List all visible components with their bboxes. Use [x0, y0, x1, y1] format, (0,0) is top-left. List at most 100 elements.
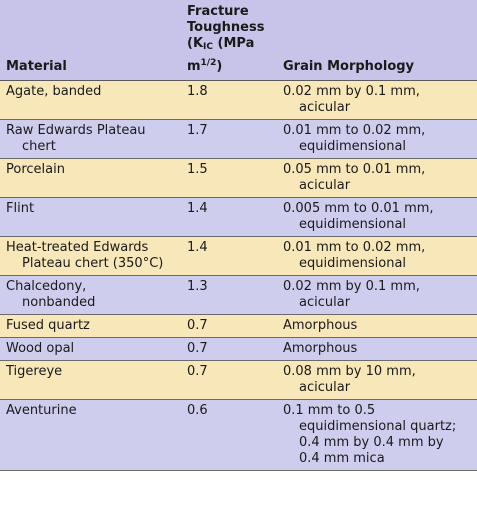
table-row: Heat-treated Edwards Plateau chert (350°C…: [0, 236, 477, 276]
cell-toughness-value: 0.7: [187, 364, 208, 379]
cell-material-line: nonbanded: [22, 295, 96, 310]
table-row: Agate, banded 1.8 0.02 mm by 0.1 mm, acicul…: [0, 80, 477, 120]
cell-morphology-line: 0.4 mm by 0.4 mm by: [299, 435, 444, 450]
cell-material: Chalcedony, nonbanded: [0, 275, 181, 315]
cell-material: Wood opal: [0, 337, 181, 361]
header-material-label: Material: [6, 59, 67, 74]
cell-morphology-line: equidimensional quartz;: [299, 419, 457, 434]
header-toughness-m-superscript: 1/2: [200, 58, 217, 68]
cell-morphology-line: 0.05 mm to 0.01 mm,: [283, 162, 426, 177]
table-row: Fused quartz 0.7 Amorphous: [0, 314, 477, 338]
header-toughness-m: m: [187, 59, 201, 74]
cell-morphology: Amorphous: [277, 337, 477, 361]
cell-morphology-line: 0.005 mm to 0.01 mm,: [283, 201, 434, 216]
table-row: Flint 1.4 0.005 mm to 0.01 mm, equidimensio…: [0, 197, 477, 237]
cell-morphology-line: 0.08 mm by 10 mm,: [283, 364, 416, 379]
cell-toughness-value: 1.3: [187, 279, 208, 294]
fracture-toughness-table: Material Fracture Toughness (KIC (MPa m1/2)…: [0, 0, 477, 471]
cell-morphology-line: 0.1 mm to 0.5: [283, 403, 376, 418]
cell-morphology: 0.005 mm to 0.01 mm, equidimensional: [277, 197, 477, 237]
cell-toughness-value: 1.5: [187, 162, 208, 177]
cell-morphology: 0.05 mm to 0.01 mm, acicular: [277, 158, 477, 198]
cell-material-line: chert: [22, 139, 56, 154]
cell-morphology: 0.02 mm by 0.1 mm, acicular: [277, 80, 477, 120]
cell-toughness: 0.6: [181, 399, 277, 471]
table-row: Wood opal 0.7 Amorphous: [0, 337, 477, 361]
table-row: Aventurine 0.6 0.1 mm to 0.5 equidimensiona…: [0, 399, 477, 471]
cell-morphology: 0.01 mm to 0.02 mm, equidimensional: [277, 236, 477, 276]
header-fracture-toughness: Fracture Toughness (KIC (MPa m1/2): [181, 0, 277, 81]
cell-material-line: Fused quartz: [6, 318, 90, 333]
header-morphology-label: Grain Morphology: [283, 59, 415, 74]
cell-material-line: Aventurine: [6, 403, 77, 418]
cell-material: Agate, banded: [0, 80, 181, 120]
cell-toughness: 0.7: [181, 337, 277, 361]
cell-toughness: 0.7: [181, 360, 277, 400]
header-toughness-k: (K: [187, 36, 204, 51]
cell-toughness-value: 0.7: [187, 341, 208, 356]
cell-material-line: Flint: [6, 201, 35, 216]
cell-morphology-line: 0.01 mm to 0.02 mm,: [283, 123, 426, 138]
cell-toughness: 1.5: [181, 158, 277, 198]
cell-morphology-line: Amorphous: [283, 341, 358, 356]
cell-material: Raw Edwards Plateau chert: [0, 119, 181, 159]
cell-toughness: 1.4: [181, 236, 277, 276]
cell-toughness: 1.7: [181, 119, 277, 159]
cell-toughness: 1.8: [181, 80, 277, 120]
cell-morphology-line: acicular: [299, 295, 351, 310]
cell-morphology: 0.1 mm to 0.5 equidimensional quartz; 0.4 …: [277, 399, 477, 471]
cell-toughness: 0.7: [181, 314, 277, 338]
cell-material-line: Raw Edwards Plateau: [6, 123, 146, 138]
header-material: Material: [0, 0, 181, 81]
cell-morphology-line: equidimensional: [299, 217, 407, 232]
cell-morphology: 0.01 mm to 0.02 mm, equidimensional: [277, 119, 477, 159]
cell-morphology-line: acicular: [299, 100, 351, 115]
cell-material: Tigereye: [0, 360, 181, 400]
cell-material: Aventurine: [0, 399, 181, 471]
cell-toughness-value: 1.8: [187, 84, 208, 99]
table-row: Porcelain 1.5 0.05 mm to 0.01 mm, acicular: [0, 158, 477, 198]
table-body: Agate, banded 1.8 0.02 mm by 0.1 mm, acicul…: [0, 80, 477, 471]
header-toughness-close: ): [216, 59, 223, 74]
cell-toughness-value: 0.6: [187, 403, 208, 418]
cell-morphology-line: 0.01 mm to 0.02 mm,: [283, 240, 426, 255]
cell-material: Heat-treated Edwards Plateau chert (350°C…: [0, 236, 181, 276]
cell-morphology-line: 0.02 mm by 0.1 mm,: [283, 84, 420, 99]
header-toughness-unit: (MPa: [212, 36, 255, 51]
header-toughness-line1: Fracture: [187, 4, 249, 19]
header-toughness-line2: Toughness: [187, 20, 265, 35]
cell-material: Porcelain: [0, 158, 181, 198]
cell-morphology-line: equidimensional: [299, 139, 407, 154]
cell-morphology: 0.08 mm by 10 mm, acicular: [277, 360, 477, 400]
cell-morphology-line: 0.4 mm mica: [299, 451, 385, 466]
cell-morphology-line: 0.02 mm by 0.1 mm,: [283, 279, 420, 294]
cell-toughness-value: 1.4: [187, 201, 208, 216]
cell-toughness: 1.4: [181, 197, 277, 237]
cell-material: Flint: [0, 197, 181, 237]
cell-material: Fused quartz: [0, 314, 181, 338]
cell-material-line: Wood opal: [6, 341, 75, 356]
cell-morphology-line: Amorphous: [283, 318, 358, 333]
cell-material-line: Agate, banded: [6, 84, 102, 99]
cell-material-line: Tigereye: [6, 364, 63, 379]
cell-morphology-line: equidimensional: [299, 256, 407, 271]
cell-material-line: Chalcedony,: [6, 279, 87, 294]
cell-toughness-value: 1.4: [187, 240, 208, 255]
cell-morphology-line: acicular: [299, 178, 351, 193]
table-row: Raw Edwards Plateau chert 1.7 0.01 mm to 0.…: [0, 119, 477, 159]
table-header: Material Fracture Toughness (KIC (MPa m1/2)…: [0, 0, 477, 81]
cell-toughness-value: 1.7: [187, 123, 208, 138]
cell-material-line: Heat-treated Edwards: [6, 240, 149, 255]
cell-morphology: 0.02 mm by 0.1 mm, acicular: [277, 275, 477, 315]
header-toughness-k-subscript: IC: [203, 42, 213, 52]
cell-morphology: Amorphous: [277, 314, 477, 338]
cell-morphology-line: acicular: [299, 380, 351, 395]
header-row: Material Fracture Toughness (KIC (MPa m1/2)…: [0, 0, 477, 81]
table-row: Tigereye 0.7 0.08 mm by 10 mm, acicular: [0, 360, 477, 400]
cell-toughness-value: 0.7: [187, 318, 208, 333]
table-row: Chalcedony, nonbanded 1.3 0.02 mm by 0.1 mm…: [0, 275, 477, 315]
header-grain-morphology: Grain Morphology: [277, 0, 477, 81]
cell-toughness: 1.3: [181, 275, 277, 315]
cell-material-line: Plateau chert (350°C): [22, 256, 164, 271]
cell-material-line: Porcelain: [6, 162, 65, 177]
